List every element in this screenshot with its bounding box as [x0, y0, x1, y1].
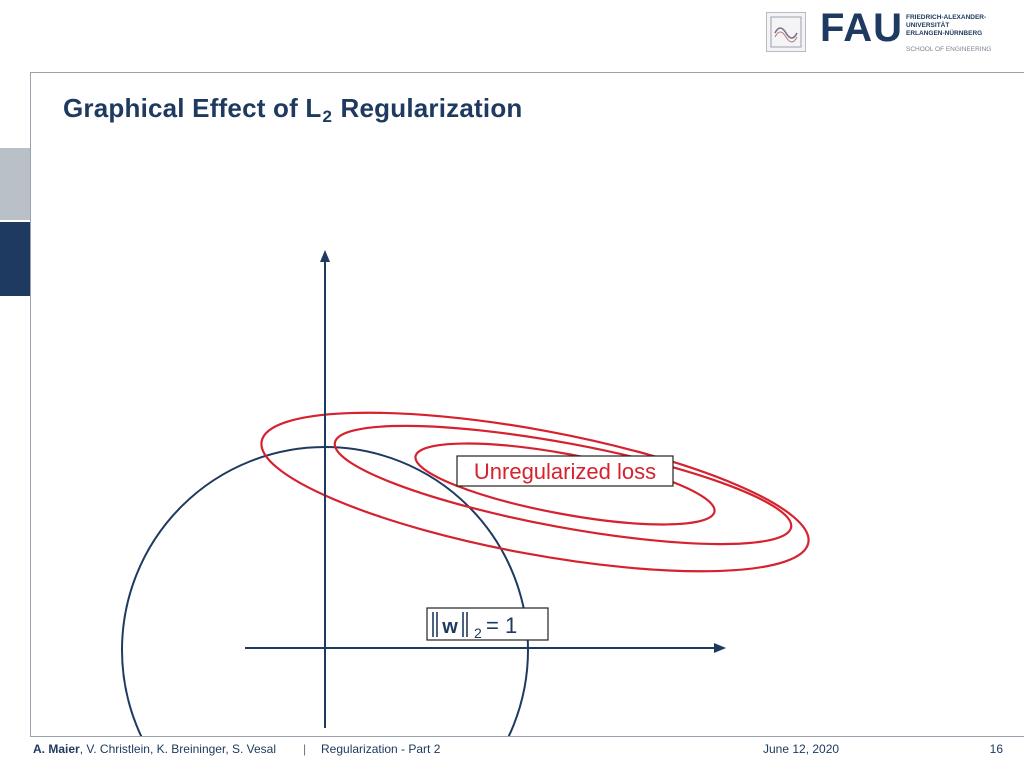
footer-lecture: Regularization - Part 2: [321, 742, 441, 756]
school-name: SCHOOL OF ENGINEERING: [906, 46, 992, 53]
loss-contour-middle: [333, 424, 793, 546]
footer-authors: A. Maier, V. Christlein, K. Breininger, …: [33, 742, 277, 756]
page-title: Graphical Effect of L2 Regularization: [63, 93, 522, 127]
norm-bars-icon: [432, 612, 468, 637]
side-tab-active[interactable]: [0, 222, 30, 296]
constraint-norm-symbol: w: [441, 616, 458, 638]
side-tab-inactive[interactable]: [0, 148, 30, 220]
loss-contour-outer: [260, 411, 810, 573]
fau-logo: FAU: [820, 6, 903, 50]
slide-frame: [30, 72, 1024, 737]
footer: A. Maier, V. Christlein, K. Breininger, …: [33, 742, 1003, 760]
university-name: FRIEDRICH-ALEXANDER- UNIVERSITÄT ERLANGE…: [906, 14, 987, 37]
title-prefix: Graphical Effect of L: [63, 93, 322, 123]
footer-date: June 12, 2020: [763, 742, 840, 756]
university-seal-icon: [766, 12, 806, 52]
page-number: 16: [989, 742, 1003, 756]
title-suffix: Regularization: [333, 93, 523, 123]
constraint-subscript: 2: [474, 625, 482, 641]
loss-contour-inner: [414, 442, 716, 526]
constraint-rhs: = 1: [486, 613, 517, 638]
loss-label: Unregularized loss: [474, 459, 656, 484]
footer-separator: |: [303, 742, 307, 756]
title-subscript: 2: [322, 107, 333, 126]
loss-label-box: [456, 455, 674, 487]
constraint-label-box: [426, 607, 549, 641]
